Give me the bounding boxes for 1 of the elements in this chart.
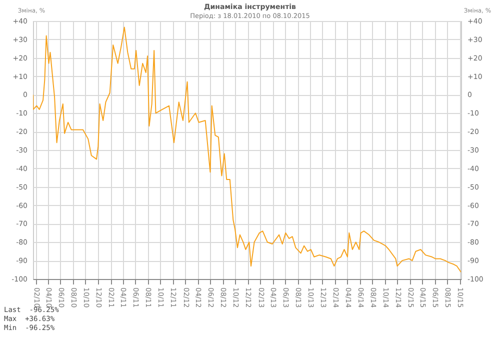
line-series <box>33 26 461 273</box>
